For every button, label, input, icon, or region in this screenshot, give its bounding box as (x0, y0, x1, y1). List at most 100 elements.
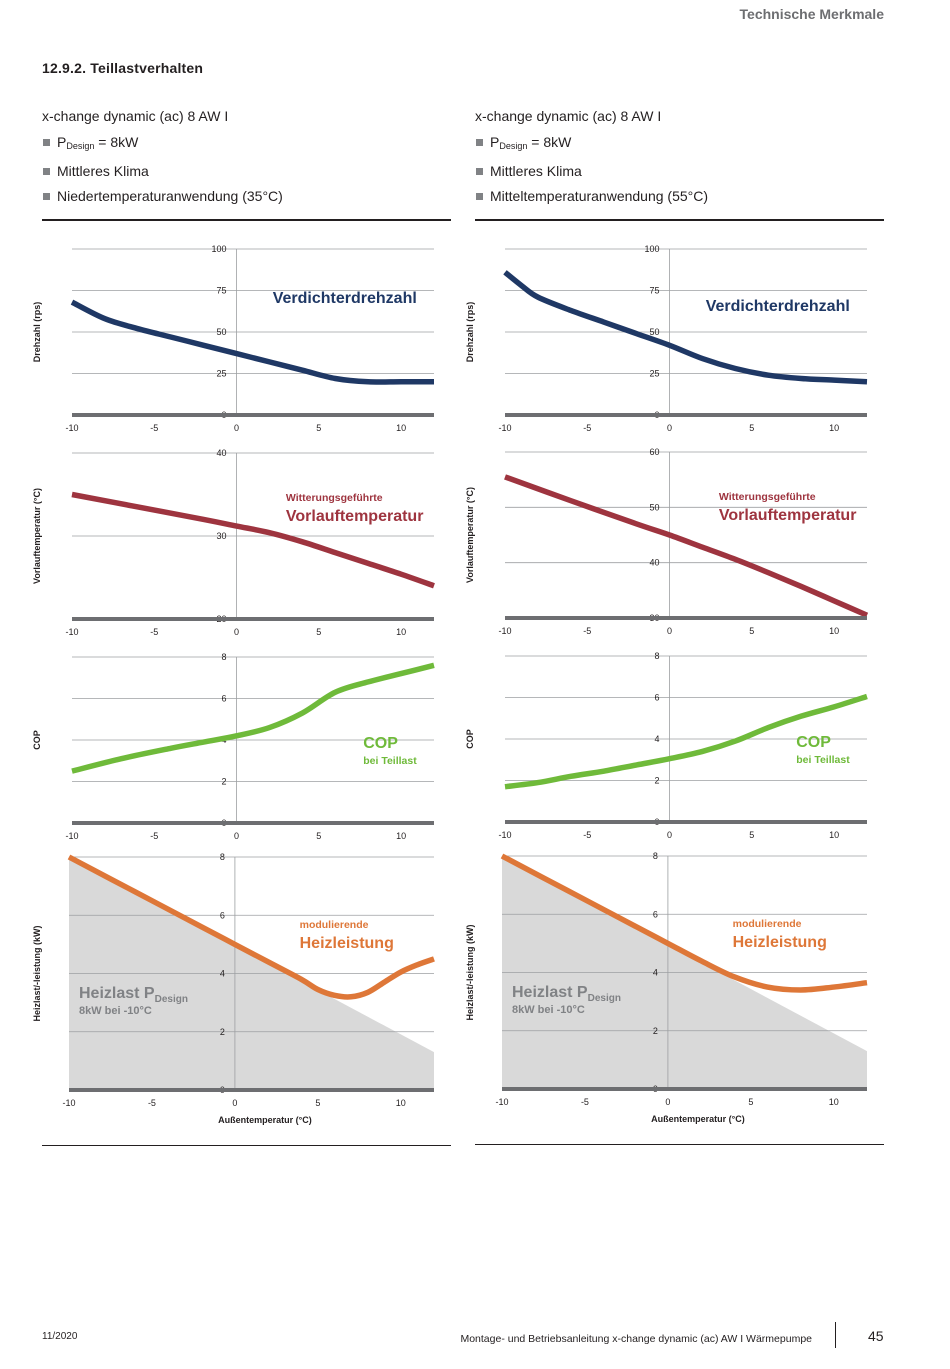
annotation-subtitle: Witterungsgeführte (286, 492, 383, 504)
x-tick-label: 0 (667, 830, 672, 840)
x-tick-label: 5 (316, 423, 321, 433)
y-tick-label: 6 (220, 910, 225, 920)
x-tick-label: 5 (749, 830, 754, 840)
spec-list: PDesign = 8kW Mittleres Klima Mitteltemp… (475, 130, 895, 209)
x-axis-label: Außentemperatur (°C) (218, 1115, 312, 1125)
heat-load-label: Heizlast PDesign (79, 985, 188, 1005)
y-tick-label: 50 (217, 327, 227, 337)
x-tick-label: -10 (498, 423, 511, 433)
x-tick-label: 5 (316, 831, 321, 841)
model-name: x-change dynamic (ac) 8 AW I (42, 108, 229, 124)
series-line (67, 854, 435, 1000)
heat-load-label: Heizlast PDesign (512, 984, 621, 1004)
series-line (504, 474, 869, 618)
x-tick-label: -10 (65, 423, 78, 433)
annotation-title: Vorlauftemperatur (286, 508, 424, 525)
x-tick-label: 0 (667, 626, 672, 636)
spec-application: Niedertemperaturanwendung (35°C) (42, 184, 462, 209)
footer-manual-title: Montage- und Betriebsanleitung x-change … (460, 1333, 812, 1345)
y-axis-label: COP (32, 730, 42, 750)
y-axis-label: Vorlauftemperatur (°C) (465, 487, 475, 583)
y-tick-label: 8 (653, 851, 658, 861)
x-tick-label: 5 (749, 626, 754, 636)
top-rule-left (42, 219, 451, 221)
annotation-title: Vorlauftemperatur (719, 507, 857, 524)
y-tick-label: 6 (222, 694, 227, 704)
spec-application: Mitteltemperaturanwendung (55°C) (475, 184, 895, 209)
x-tick-label: -10 (498, 626, 511, 636)
y-tick-label: 75 (650, 286, 660, 296)
x-axis-label: Außentemperatur (°C) (651, 1114, 745, 1124)
y-axis-label: Heizlast/-leistung (kW) (32, 925, 42, 1021)
x-tick-label: 10 (396, 627, 406, 637)
spec-climate: Mittleres Klima (475, 159, 895, 184)
annotation-subtitle: Witterungsgeführte (719, 491, 816, 503)
annotation-subtitle: bei Teillast (796, 754, 850, 766)
y-tick-label: 50 (650, 327, 660, 337)
series-line (71, 662, 435, 774)
annotation-title: Heizleistung (733, 934, 827, 951)
x-tick-label: 10 (829, 423, 839, 433)
model-name: x-change dynamic (ac) 8 AW I (475, 108, 662, 124)
x-tick-label: 10 (829, 626, 839, 636)
x-tick-label: -5 (583, 423, 591, 433)
column-header-left: x-change dynamic (ac) 8 AW I PDesign = 8… (42, 108, 462, 209)
x-tick-label: 0 (234, 627, 239, 637)
y-axis-label: Drehzahl (rps) (32, 302, 42, 363)
x-tick-label: -10 (65, 831, 78, 841)
y-tick-label: 4 (220, 969, 225, 979)
y-tick-label: 2 (222, 777, 227, 787)
y-tick-label: 40 (217, 448, 227, 458)
series-line (503, 270, 868, 385)
y-tick-label: 100 (645, 244, 660, 254)
y-tick-label: 6 (655, 693, 660, 703)
y-tick-label: 2 (655, 776, 660, 786)
x-tick-label: 10 (396, 1098, 406, 1108)
annotation-title: Verdichterdrehzahl (706, 298, 850, 315)
annotation-title: Heizleistung (300, 935, 394, 952)
footer-date: 11/2020 (42, 1331, 78, 1342)
spec-pdesign: PDesign = 8kW (475, 130, 895, 159)
y-tick-label: 50 (650, 502, 660, 512)
y-axis-label: Vorlauftemperatur (°C) (32, 488, 42, 584)
annotation-title: Verdichterdrehzahl (273, 290, 417, 307)
x-tick-label: -5 (148, 1098, 156, 1108)
x-tick-label: 0 (665, 1097, 670, 1107)
x-tick-label: 10 (396, 423, 406, 433)
heat-load-note: 8kW bei -10°C (79, 1005, 152, 1017)
section-title: 12.9.2. Teillastverhalten (42, 60, 204, 76)
x-tick-label: 0 (234, 423, 239, 433)
x-tick-label: 0 (234, 831, 239, 841)
y-axis-label: Heizlast/-leistung (kW) (465, 924, 475, 1020)
y-tick-label: 40 (650, 558, 660, 568)
x-tick-label: -10 (495, 1097, 508, 1107)
y-axis-label: Drehzahl (rps) (465, 302, 475, 363)
section-label: Technische Merkmale (739, 6, 884, 22)
x-tick-label: 0 (667, 423, 672, 433)
x-tick-label: -5 (583, 830, 591, 840)
y-tick-label: 30 (217, 531, 227, 541)
x-tick-label: 5 (315, 1098, 320, 1108)
y-tick-label: 60 (650, 447, 660, 457)
annotation-title: COP (796, 734, 831, 751)
x-tick-label: -10 (62, 1098, 75, 1108)
y-tick-label: 100 (212, 244, 227, 254)
y-tick-label: 8 (222, 652, 227, 662)
footer-separator (835, 1322, 836, 1348)
x-tick-label: -5 (583, 626, 591, 636)
spec-climate: Mittleres Klima (42, 159, 462, 184)
y-tick-label: 25 (217, 369, 227, 379)
annotation-subtitle: bei Teillast (363, 755, 417, 767)
y-tick-label: 8 (655, 651, 660, 661)
y-tick-label: 8 (220, 852, 225, 862)
x-tick-label: -5 (150, 423, 158, 433)
spec-pdesign: PDesign = 8kW (42, 130, 462, 159)
series-line (504, 693, 868, 790)
